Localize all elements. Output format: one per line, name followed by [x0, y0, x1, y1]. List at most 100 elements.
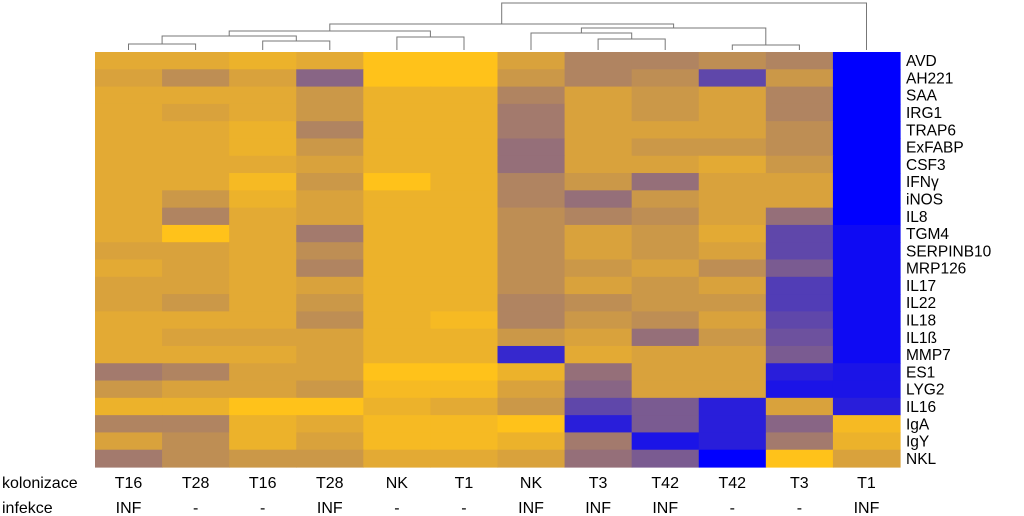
infekce-label: - [394, 500, 399, 516]
heatmap-cell-IL16-7 [497, 397, 566, 416]
heatmap-cell-ES1-3 [229, 363, 297, 382]
heatmap-cell-IgY-3 [229, 432, 297, 451]
row-label: IL22 [906, 295, 936, 312]
heatmap-cell-iNOS-1 [95, 190, 163, 209]
heatmap-cell-CSF3-6 [430, 155, 499, 174]
heatmap-cell-TGM4-11 [765, 224, 834, 243]
heatmap-cell-MRP126-2 [162, 259, 230, 278]
row-label: ExFABP [906, 140, 964, 157]
heatmap-cell-TGM4-1 [95, 224, 163, 243]
heatmap-cell-ExFABP-7 [497, 138, 566, 157]
heatmap-cell-IL16-9 [631, 397, 700, 416]
heatmap-cell-TRAP6-8 [564, 121, 633, 140]
column-dendrogram [128, 2, 867, 50]
row-label: IL18 [906, 313, 936, 330]
infekce-label: INF [652, 500, 678, 516]
heatmap-cell-IL18-6 [430, 311, 499, 330]
heatmap-cell-ExFABP-5 [363, 138, 432, 157]
heatmap-cell-SERPINB10-5 [363, 242, 432, 261]
infekce-label: INF [317, 500, 343, 516]
heatmap-cell-TGM4-3 [229, 224, 297, 243]
heatmap-cell-IRG1-8 [564, 103, 633, 122]
heatmap-cell-LYG2-12 [832, 380, 901, 399]
heatmap-cell-IL8-8 [564, 207, 633, 226]
heatmap-cell-SAA-4 [296, 86, 364, 105]
heatmap-cell-IFNγ-8 [564, 173, 633, 191]
heatmap-cell-IRG1-6 [430, 103, 499, 122]
heatmap-cell-LYG2-11 [765, 380, 834, 399]
heatmap-cell-SAA-12 [832, 86, 901, 105]
dendrogram-branch [396, 36, 465, 50]
heatmap-cell-NKL-1 [95, 449, 163, 468]
row-label: IFNγ [906, 174, 939, 191]
heatmap-cell-IL1ß-11 [765, 328, 834, 347]
heatmap-cell-IL8-11 [765, 207, 834, 226]
heatmap-cell-MRP126-11 [765, 259, 834, 278]
heatmap-cell-IL8-9 [631, 207, 700, 226]
heatmap-cell-CSF3-9 [631, 155, 700, 174]
heatmap-cell-SERPINB10-12 [832, 242, 901, 261]
heatmap-cell-IL18-5 [363, 311, 432, 330]
heatmap-cell-IL17-4 [296, 276, 364, 295]
heatmap-cell-IL17-11 [765, 276, 834, 295]
heatmap-cell-IL18-10 [698, 311, 767, 330]
heatmap-cell-iNOS-10 [698, 190, 767, 209]
heatmap-cell-IL22-2 [162, 294, 230, 312]
row-label: SAA [906, 88, 938, 105]
row-label: LYG2 [906, 382, 945, 399]
heatmap-cell-IL8-4 [296, 207, 364, 226]
heatmap-cell-ES1-4 [296, 363, 364, 382]
heatmap-cell-IL17-9 [631, 276, 700, 295]
heatmap-cell-IgA-4 [296, 415, 364, 434]
heatmap-cell-AVD-10 [698, 52, 767, 70]
heatmap-cell-TGM4-7 [497, 224, 566, 243]
heatmap-cell-IRG1-3 [229, 103, 297, 122]
heatmap-cell-IL22-7 [497, 294, 566, 312]
heatmap-cell-MRP126-1 [95, 259, 163, 278]
heatmap-cell-TGM4-5 [363, 224, 432, 243]
row-labels: AVDAH221SAAIRG1TRAP6ExFABPCSF3IFNγiNOSIL… [906, 53, 992, 468]
heatmap-cell-IgY-8 [564, 432, 633, 451]
heatmap-cell-MMP7-10 [698, 345, 767, 364]
heatmap-cell-NKL-7 [497, 449, 566, 468]
heatmap-cell-NKL-11 [765, 449, 834, 468]
infekce-label: - [461, 500, 466, 516]
heatmap-cell-MMP7-1 [95, 345, 163, 364]
heatmap-cell-SAA-2 [162, 86, 230, 105]
heatmap-cell-CSF3-11 [765, 155, 834, 174]
row-label: IgY [906, 434, 929, 451]
heatmap-cell-IFNγ-10 [698, 173, 767, 191]
heatmap-cell-IL17-7 [497, 276, 566, 295]
heatmap-cell-IL22-9 [631, 294, 700, 312]
heatmap-cell-IL1ß-3 [229, 328, 297, 347]
heatmap-cell-SAA-7 [497, 86, 566, 105]
heatmap-cell-LYG2-10 [698, 380, 767, 399]
dendrogram-branch [530, 32, 633, 50]
row-label: IRG1 [906, 105, 942, 122]
heatmap-cell-IL8-3 [229, 207, 297, 226]
heatmap-cell-IL1ß-4 [296, 328, 364, 347]
heatmap-cell-IL8-5 [363, 207, 432, 226]
heatmap-cell-AH221-1 [95, 69, 163, 88]
heatmap-cell-IL1ß-7 [497, 328, 566, 347]
heatmap-cell-ES1-7 [497, 363, 566, 382]
heatmap-cell-TRAP6-3 [229, 121, 297, 140]
heatmap-cell-IL1ß-8 [564, 328, 633, 347]
heatmap-cell-AH221-6 [430, 69, 499, 88]
heatmap-cell-IL18-12 [832, 311, 901, 330]
heatmap-cell-NKL-12 [832, 449, 901, 468]
heatmap-cell-IL16-10 [698, 397, 767, 416]
heatmap-cell-LYG2-9 [631, 380, 700, 399]
heatmap-cell-ExFABP-11 [765, 138, 834, 157]
heatmap-cell-ExFABP-10 [698, 138, 767, 157]
row-label: TRAP6 [906, 122, 956, 139]
heatmap-cell-SERPINB10-9 [631, 242, 700, 261]
heatmap-cell-SERPINB10-8 [564, 242, 633, 261]
heatmap-cell-TRAP6-12 [832, 121, 901, 140]
heatmap-cell-IL17-1 [95, 276, 163, 295]
heatmap-cell-IgA-8 [564, 415, 633, 434]
heatmap-cell-TRAP6-10 [698, 121, 767, 140]
heatmap-cell-IL16-1 [95, 397, 163, 416]
heatmap-cell-AH221-10 [698, 69, 767, 88]
row-label: NKL [906, 451, 937, 468]
